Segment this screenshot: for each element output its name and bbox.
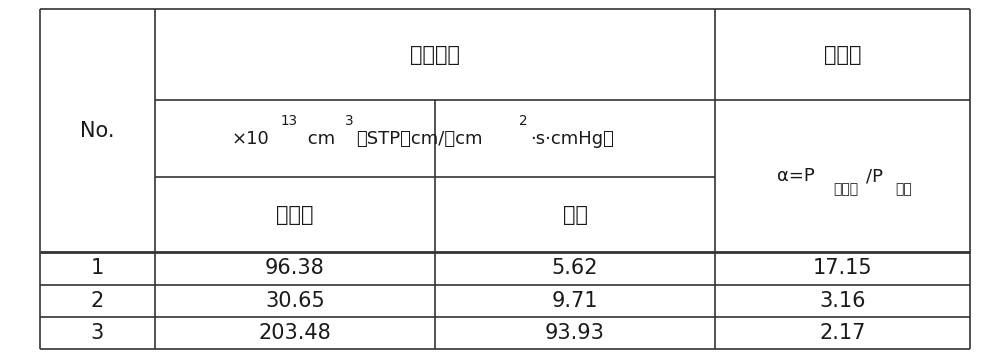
- Text: ·s·cmHg）: ·s·cmHg）: [530, 130, 614, 148]
- Text: （STP）cm/（cm: （STP）cm/（cm: [356, 130, 483, 148]
- Text: 氮气: 氮气: [895, 182, 912, 196]
- Text: No.: No.: [80, 121, 115, 141]
- Text: 正丁烷: 正丁烷: [833, 182, 858, 196]
- Text: 3.16: 3.16: [819, 291, 866, 311]
- Text: /P: /P: [866, 167, 888, 185]
- Text: 1: 1: [91, 258, 104, 279]
- Text: 2.17: 2.17: [819, 323, 866, 343]
- Text: cm: cm: [302, 130, 335, 148]
- Text: 正丁烷: 正丁烷: [276, 205, 314, 225]
- Text: 30.65: 30.65: [265, 291, 325, 311]
- Text: 选择性: 选择性: [824, 45, 861, 64]
- Text: 氮气: 氮气: [562, 205, 588, 225]
- Text: 2: 2: [519, 114, 528, 128]
- Text: 203.48: 203.48: [259, 323, 331, 343]
- Text: 5.62: 5.62: [552, 258, 598, 279]
- Text: 17.15: 17.15: [813, 258, 872, 279]
- Text: 3: 3: [345, 114, 354, 128]
- Text: 3: 3: [91, 323, 104, 343]
- Text: α=P: α=P: [777, 167, 821, 185]
- Text: 13: 13: [280, 114, 297, 128]
- Text: 93.93: 93.93: [545, 323, 605, 343]
- Text: 9.71: 9.71: [552, 291, 598, 311]
- Text: 滲透系数: 滲透系数: [410, 45, 460, 64]
- Text: 96.38: 96.38: [265, 258, 325, 279]
- Text: ×10: ×10: [231, 130, 269, 148]
- Text: 2: 2: [91, 291, 104, 311]
